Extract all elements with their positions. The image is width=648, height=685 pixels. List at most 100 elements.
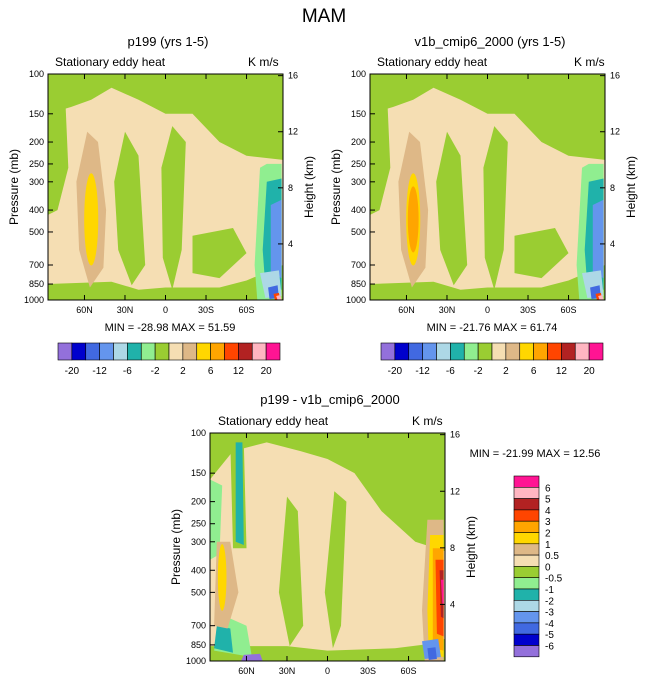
colorbar-box [99,342,114,361]
colorbar-label: -2 [474,366,483,377]
colorbar-box [505,342,521,361]
colorbar-label: -2 [151,366,160,377]
pressure-tick-label: 100 [29,69,44,79]
sh-polar-blue [592,199,604,279]
equatorial-green-region [483,126,508,290]
panel-title: p199 (yrs 1-5) [128,34,209,49]
height-axis-label: Height (km) [302,156,316,218]
colorbar-label: -20 [388,366,403,377]
figure-title: MAM [302,6,346,27]
latitude-tick-label: 0 [485,305,490,315]
colorbar-box [477,342,493,361]
pressure-tick-label: 200 [351,137,366,147]
stats-label: MIN = -21.76 MAX = 61.74 [427,322,558,334]
colorbar-box [436,342,451,361]
colorbar-box [463,342,479,361]
height-tick-label: 4 [610,239,615,249]
colorbar-label: -20 [65,366,80,377]
colorbar-box [238,342,253,361]
pressure-tick-label: 100 [191,428,206,438]
equatorial-green-region [161,126,186,290]
colorbar-label: 0 [545,562,551,573]
colorbar-box [513,588,540,601]
colorbar-label: 3 [545,517,551,528]
stats-label: MIN = -21.99 MAX = 12.56 [470,448,601,460]
panel-p199: p199 (yrs 1-5) Stationary eddy heat K m/… [7,34,316,334]
height-tick-label: 16 [288,71,298,81]
colorbar-box [574,342,590,361]
colorbar-box [533,342,548,361]
nh-teal-column [235,442,244,545]
pressure-tick-label: 400 [351,205,366,215]
colorbar-box [513,645,540,658]
colorbar-box [513,475,540,488]
colorbar-label: -0.5 [545,574,563,585]
sh-polar-magenta [440,579,444,604]
upper-green-region [210,433,445,552]
variable-label: Stationary eddy heat [55,55,166,69]
colorbar-box [513,611,540,624]
pressure-tick-label: 700 [29,260,44,270]
sh-surface-darkblue [427,647,437,660]
colorbar-box [127,342,142,361]
colorbar-label: -6 [446,366,455,377]
pressure-tick-label: 1000 [24,295,44,305]
equatorial-green-region [324,491,347,649]
colorbar-box [513,554,540,567]
colorbar-box [513,486,540,499]
colorbar-box [210,342,225,361]
nh-surface-purple [241,653,263,661]
height-tick-label: 12 [610,127,620,137]
latitude-tick-label: 60S [561,305,577,315]
pressure-tick-label: 200 [29,137,44,147]
colorbar-label: 0.5 [545,551,559,562]
units-label: K m/s [574,55,605,69]
colorbar-label: 2 [180,366,186,377]
colorbar-box [85,342,100,361]
low-level-green [370,265,605,300]
pressure-tick-label: 500 [191,587,206,597]
sh-surface-pink [598,295,604,300]
nh-polar-green [48,74,69,215]
pressure-tick-label: 500 [351,227,366,237]
colorbar-box [513,520,540,533]
colorbar-label: 12 [556,366,568,377]
pressure-axis-label: Pressure (mb) [329,149,343,225]
panel-difference: p199 - v1b_cmip6_2000 Stationary eddy he… [169,392,600,676]
sh-surface-pink [276,295,282,300]
pressure-axis-label: Pressure (mb) [7,149,21,225]
latitude-tick-label: 0 [163,305,168,315]
colorbar-box [513,622,540,635]
colorbar-p199: -20 -12 -6 -2 2 6 12 20 [57,342,281,377]
colorbar-label: 6 [531,366,537,377]
height-tick-label: 4 [288,239,293,249]
colorbar-box [513,566,540,579]
pressure-tick-label: 850 [29,279,44,289]
pressure-tick-label: 300 [191,537,206,547]
colorbar-box [513,599,540,612]
axes: 100 150 200 250 300 400 500 700 850 1000 16 12 8 4 60N… [7,69,316,315]
latitude-tick-label: 30S [520,305,536,315]
colorbar-label: 6 [208,366,214,377]
colorbar-label: 1 [545,540,551,551]
pressure-tick-label: 1000 [186,656,206,666]
pressure-tick-label: 100 [351,69,366,79]
latitude-tick-label: 30N [279,666,296,676]
nh-positive-yellow [84,173,99,266]
colorbar-label: -1 [545,585,554,596]
colorbar-label: -12 [92,366,107,377]
colorbar-box [422,342,437,361]
pressure-tick-label: 700 [191,621,206,631]
pressure-tick-label: 250 [191,519,206,529]
colorbar-box [491,342,507,361]
sh-midlevel-green [514,228,569,279]
latitude-tick-label: 60S [401,666,417,676]
sh-polar-blue [270,199,282,279]
pressure-tick-label: 500 [29,227,44,237]
stats-label: MIN = -28.98 MAX = 51.59 [105,322,236,334]
colorbar-box [265,342,281,361]
pressure-tick-label: 850 [191,640,206,650]
colorbar-label: 12 [233,366,245,377]
